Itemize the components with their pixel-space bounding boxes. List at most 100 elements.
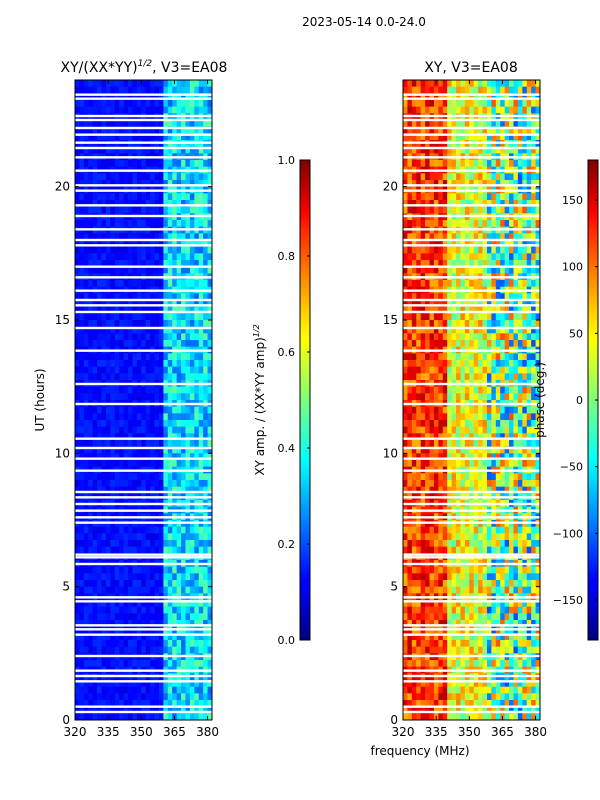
right-heatmap-cell — [411, 246, 417, 254]
left-heatmap-cell — [185, 613, 191, 621]
right-heatmap-cell — [442, 320, 448, 328]
left-heatmap-cell — [110, 426, 116, 434]
left-heatmap-cell — [132, 320, 138, 328]
right-heatmap-cell — [411, 206, 417, 214]
right-heatmap-cell — [403, 460, 408, 468]
left-heatmap-cell — [101, 460, 107, 468]
left-heatmap-cell — [119, 480, 125, 488]
left-heatmap-cell — [189, 620, 195, 628]
right-heatmap-cell — [425, 240, 430, 248]
right-heatmap-cell — [495, 426, 501, 434]
left-heatmap-cell — [207, 120, 213, 128]
left-heatmap-cell — [172, 340, 178, 348]
left-heatmap-cell — [92, 333, 98, 341]
left-heatmap-cell — [176, 433, 182, 441]
right-heatmap-cell — [451, 373, 457, 381]
right-heatmap-cell — [517, 146, 523, 154]
left-heatmap-cell — [119, 533, 125, 541]
right-heatmap-cell — [456, 126, 461, 134]
left-heatmap-cell — [83, 173, 89, 181]
right-heatmap-cell — [486, 406, 492, 414]
left-heatmap-cell — [154, 326, 160, 334]
left-heatmap-cell — [158, 586, 164, 594]
left-heatmap-cell — [141, 393, 147, 401]
left-heatmap-cell — [83, 586, 89, 594]
right-heatmap-cell — [513, 120, 519, 128]
left-heatmap-cell — [176, 146, 182, 154]
right-heatmap-cell — [429, 253, 435, 261]
left-heatmap-cell — [189, 420, 195, 428]
left-heatmap-cell — [114, 633, 120, 641]
right-heatmap-cell — [526, 233, 532, 241]
right-heatmap-cell — [451, 233, 457, 241]
right-heatmap-cell — [522, 100, 528, 108]
left-heatmap-cell — [101, 413, 107, 421]
left-heatmap-cell — [97, 586, 102, 594]
right-heatmap-cell — [495, 386, 501, 394]
right-heatmap-cell — [425, 473, 430, 481]
left-heatmap-cell — [145, 180, 151, 188]
left-heatmap-cell — [185, 220, 191, 228]
left-heatmap-cell — [101, 220, 107, 228]
right-heatmap-cell — [469, 146, 475, 154]
left-heatmap-cell — [163, 300, 169, 308]
right-heatmap-cell — [517, 353, 523, 361]
left-heatmap-cell — [110, 280, 116, 288]
left-heatmap-cell — [101, 426, 107, 434]
right-heatmap-cell — [478, 240, 483, 248]
left-heatmap-cell — [92, 340, 98, 348]
right-heatmap-cell — [407, 133, 413, 141]
right-heatmap-cell — [486, 300, 492, 308]
right-heatmap-cell — [429, 160, 435, 168]
right-heatmap-cell — [513, 106, 519, 114]
right-heatmap-cell — [469, 340, 475, 348]
right-heatmap-cell — [535, 480, 541, 488]
left-heatmap-cell — [163, 320, 169, 328]
left-heatmap-cell — [194, 366, 200, 374]
left-heatmap-cell — [136, 133, 142, 141]
left-heatmap-cell — [181, 180, 186, 188]
left-heatmap-cell — [163, 80, 169, 88]
left-x-tick-label: 365 — [163, 725, 186, 739]
left-heatmap-cell — [128, 633, 133, 641]
right-heatmap-cell — [531, 246, 536, 254]
right-heatmap-cell — [416, 233, 422, 241]
right-heatmap-cell — [429, 193, 435, 201]
right-heatmap-cell — [531, 306, 536, 314]
right-heatmap-cell — [407, 266, 413, 274]
left-heatmap-cell — [163, 200, 169, 208]
right-heatmap-cell — [447, 473, 453, 481]
left-flagged-row — [75, 276, 212, 279]
left-heatmap-cell — [167, 473, 173, 481]
left-heatmap-cell — [136, 160, 142, 168]
right-heatmap-cell — [411, 240, 417, 248]
left-heatmap-cell — [128, 660, 133, 668]
right-heatmap-cell — [478, 433, 483, 441]
left-heatmap-cell — [167, 206, 173, 214]
left-heatmap-cell — [75, 220, 80, 228]
right-heatmap-cell — [495, 133, 501, 141]
right-heatmap-cell — [473, 293, 479, 301]
left-heatmap-cell — [163, 393, 169, 401]
left-heatmap-cell — [101, 253, 107, 261]
right-heatmap-cell — [478, 340, 483, 348]
right-heatmap-cell — [403, 313, 408, 321]
left-heatmap-cell — [105, 173, 111, 181]
right-heatmap-cell — [478, 180, 483, 188]
right-heatmap-cell — [451, 440, 457, 448]
right-heatmap-cell — [464, 126, 470, 134]
left-heatmap-cell — [189, 460, 195, 468]
left-heatmap-cell — [167, 453, 173, 461]
right-heatmap-cell — [425, 320, 430, 328]
right-heatmap-cell — [429, 133, 435, 141]
left-heatmap-cell — [83, 386, 89, 394]
left-heatmap-cell — [150, 660, 155, 668]
right-heatmap-cell — [486, 253, 492, 261]
left-heatmap-cell — [105, 480, 111, 488]
left-heatmap-cell — [185, 660, 191, 668]
left-heatmap-cell — [105, 353, 111, 361]
left-heatmap-cell — [75, 646, 80, 654]
left-heatmap-cell — [110, 526, 116, 534]
left-heatmap-cell — [88, 620, 94, 628]
left-heatmap-cell — [75, 566, 80, 574]
